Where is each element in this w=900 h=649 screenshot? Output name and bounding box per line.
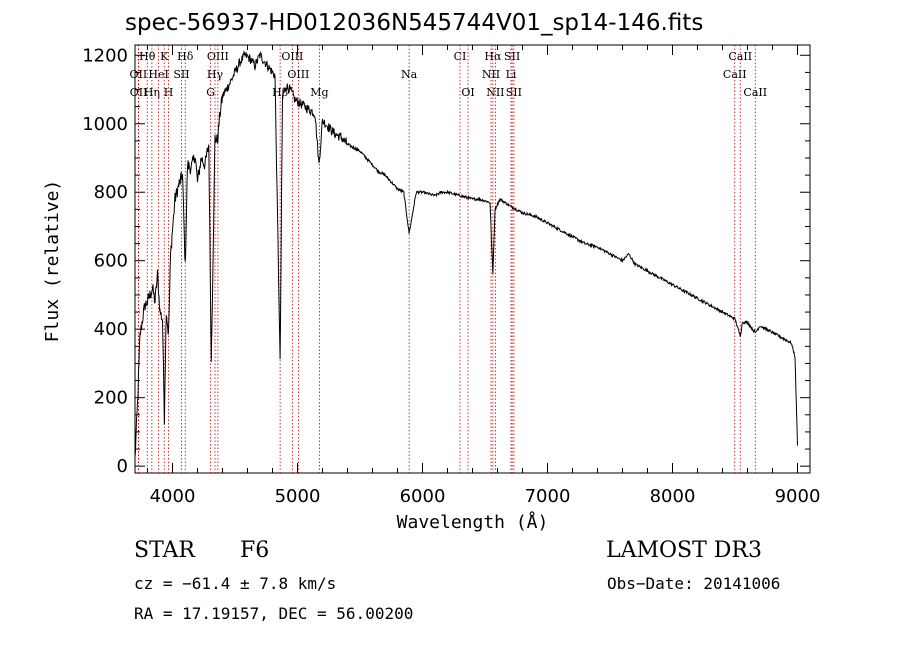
y-tick-label: 800 xyxy=(94,182,128,203)
x-tick-label: 8000 xyxy=(650,486,696,507)
line-label: SII xyxy=(506,86,522,99)
chart-title: spec-56937-HD012036N545744V01_sp14-146.f… xyxy=(125,10,704,36)
survey-label: LAMOST DR3 xyxy=(606,538,762,563)
line-label: K xyxy=(160,50,169,63)
y-tick-label: 400 xyxy=(94,319,128,340)
line-label: Hα xyxy=(484,50,502,63)
line-label: Hβ xyxy=(272,86,288,99)
line-label: OII xyxy=(130,68,148,81)
line-label: CaII xyxy=(728,50,752,63)
cz-label: cz = −61.4 ± 7.8 km/s xyxy=(134,574,337,593)
y-tick-label: 1000 xyxy=(82,114,128,135)
object-type-label: STAR xyxy=(134,538,195,563)
line-label: SII xyxy=(504,50,520,63)
x-tick-label: 6000 xyxy=(400,486,446,507)
y-tick-label: 0 xyxy=(117,456,128,477)
line-label: Hδ xyxy=(177,50,194,63)
line-label: CaII xyxy=(743,86,767,99)
line-label: Mg xyxy=(310,86,328,99)
line-label: OII xyxy=(130,86,148,99)
line-label: SII xyxy=(173,68,189,81)
line-label: OIII xyxy=(287,68,309,81)
line-label: Na xyxy=(401,68,418,81)
axes-frame xyxy=(134,44,811,474)
y-tick-label: 1200 xyxy=(82,45,128,66)
line-label: Li xyxy=(506,68,517,81)
x-tick-label: 4000 xyxy=(150,486,196,507)
obs-date-label: Obs−Date: 20141006 xyxy=(607,574,781,593)
line-label: NII xyxy=(486,86,504,99)
subclass-label: F6 xyxy=(240,538,270,563)
y-tick-label: 200 xyxy=(94,388,128,409)
line-label: CI xyxy=(454,50,467,63)
line-label: HeI xyxy=(148,68,168,81)
line-label: CaII xyxy=(723,68,747,81)
line-label: OIII xyxy=(281,50,303,63)
x-tick-label: 5000 xyxy=(275,486,321,507)
line-label: NII xyxy=(482,68,500,81)
plot-area: 4000 5000 6000 7000 8000 9000 0 200 400 600 800 100… xyxy=(42,44,821,533)
x-axis-label: Wavelength (Å) xyxy=(397,511,549,533)
line-label: OIII xyxy=(207,50,229,63)
y-tick-label: 600 xyxy=(94,251,128,272)
spectrum-line xyxy=(134,49,798,458)
y-axis-label: Flux (relative) xyxy=(42,180,63,343)
line-label: Hη xyxy=(144,86,160,99)
line-label: H xyxy=(164,86,174,99)
line-label: Hγ xyxy=(207,68,224,81)
coords-label: RA = 17.19157, DEC = 56.00200 xyxy=(134,604,414,623)
x-tick-label: 7000 xyxy=(525,486,571,507)
line-label: OI xyxy=(461,86,474,99)
x-tick-label: 9000 xyxy=(775,486,821,507)
line-label: G xyxy=(206,86,215,99)
line-label: Hθ xyxy=(139,50,156,63)
